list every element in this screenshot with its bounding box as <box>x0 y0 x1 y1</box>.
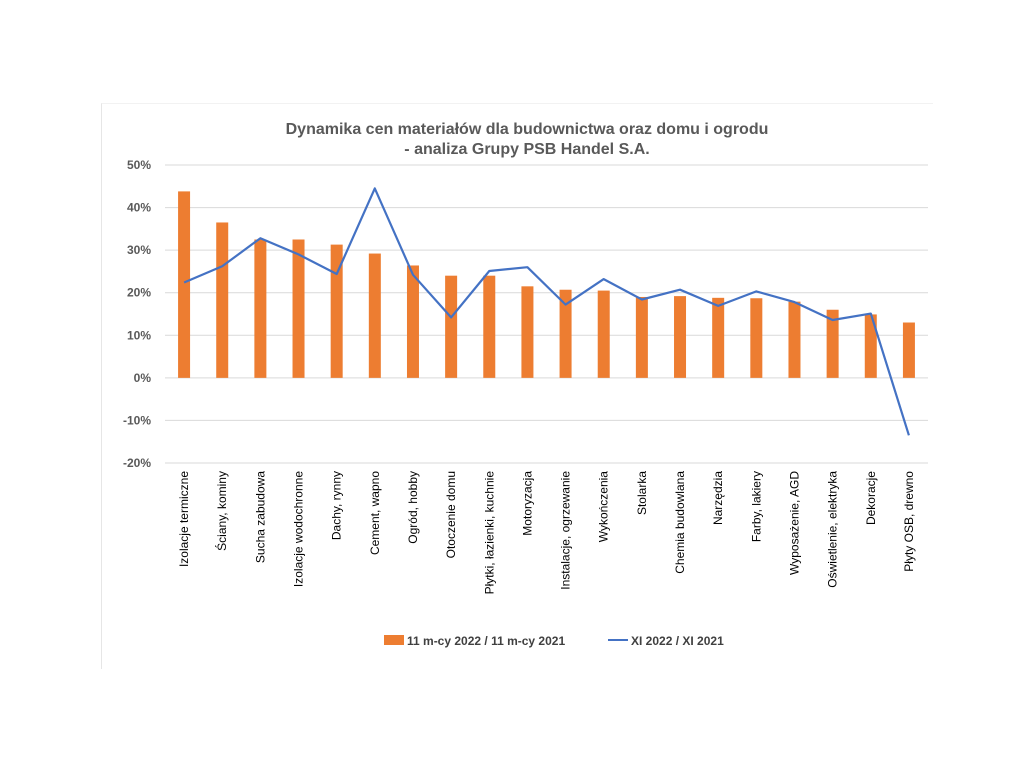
x-category-label: Dachy, rynny <box>330 471 344 540</box>
x-category-label: Farby, lakiery <box>749 471 763 542</box>
x-category-label: Motoryzacja <box>520 471 534 536</box>
bar <box>368 253 381 378</box>
x-category-label: Izolacje termiczne <box>177 471 191 567</box>
gridlines <box>165 164 928 464</box>
bar <box>292 239 305 378</box>
bar <box>559 289 572 378</box>
x-category-label: Izolacje wodochronne <box>292 471 306 587</box>
y-tick-label: 50% <box>127 158 151 172</box>
bar <box>864 314 877 378</box>
legend: 11 m-cy 2022 / 11 m-cy 2021 XI 2022 / XI… <box>384 634 724 648</box>
y-tick-label: -20% <box>123 456 151 470</box>
bar <box>330 244 343 378</box>
chart-title: Dynamika cen materiałów dla budownictwa … <box>286 121 769 158</box>
chart-svg: Dynamika cen materiałów dla budownictwa … <box>123 121 928 648</box>
x-axis-category-labels: Izolacje termiczne Ściany, kominy Sucha za… <box>177 471 916 595</box>
y-tick-label: 0% <box>134 371 152 385</box>
x-category-label: Ogród, hobby <box>406 471 420 544</box>
legend-swatch-bar <box>384 635 404 645</box>
bar-series <box>178 191 915 378</box>
bar <box>750 298 763 378</box>
x-category-label: Wyposażenie, AGD <box>787 471 801 575</box>
legend-label-line: XI 2022 / XI 2021 <box>631 634 724 648</box>
bar <box>254 239 267 378</box>
x-category-label: Narzędzia <box>711 471 725 525</box>
bar <box>216 222 229 378</box>
x-category-label: Oświetlenie, elektryka <box>826 471 840 588</box>
y-tick-label: -10% <box>123 413 151 427</box>
y-tick-label: 40% <box>127 201 151 215</box>
chart-area: Dynamika cen materiałów dla budownictwa … <box>101 103 933 669</box>
y-tick-label: 10% <box>127 328 151 342</box>
x-category-label: Sucha zabudowa <box>253 471 267 563</box>
x-category-label: Instalacje, ogrzewanie <box>559 471 573 590</box>
bar <box>406 265 419 378</box>
bar <box>445 275 458 378</box>
y-tick-label: 30% <box>127 243 151 257</box>
chart-title-line-1: Dynamika cen materiałów dla budownictwa … <box>286 121 769 138</box>
chart-title-line-2: - analiza Grupy PSB Handel S.A. <box>404 141 649 158</box>
bar <box>597 290 610 378</box>
bar <box>788 301 801 378</box>
legend-label-bar: 11 m-cy 2022 / 11 m-cy 2021 <box>407 634 565 648</box>
bar <box>712 297 725 378</box>
bar <box>521 286 534 378</box>
x-category-label: Płyty OSB, drewno <box>902 471 916 572</box>
bar <box>902 322 915 378</box>
bar <box>674 296 687 378</box>
x-category-label: Wykończenia <box>597 471 611 543</box>
y-axis-tick-labels: 50% 40% 30% 20% 10% 0% -10% -20% <box>123 158 151 470</box>
y-tick-label: 20% <box>127 286 151 300</box>
bar <box>483 275 496 378</box>
series-line <box>183 187 910 436</box>
x-category-label: Chemia budowlana <box>673 471 687 574</box>
x-category-label: Stolarka <box>635 471 649 515</box>
bar <box>826 309 839 378</box>
bar <box>635 296 648 378</box>
x-category-label: Cement, wapno <box>368 471 382 555</box>
x-category-label: Dekoracje <box>864 471 878 525</box>
x-category-label: Otoczenie domu <box>444 471 458 558</box>
line-series <box>183 187 910 436</box>
x-category-label: Ściany, kominy <box>214 471 229 551</box>
x-category-label: Płytki, łazienki, kuchnie <box>482 471 496 595</box>
bar <box>178 191 191 378</box>
